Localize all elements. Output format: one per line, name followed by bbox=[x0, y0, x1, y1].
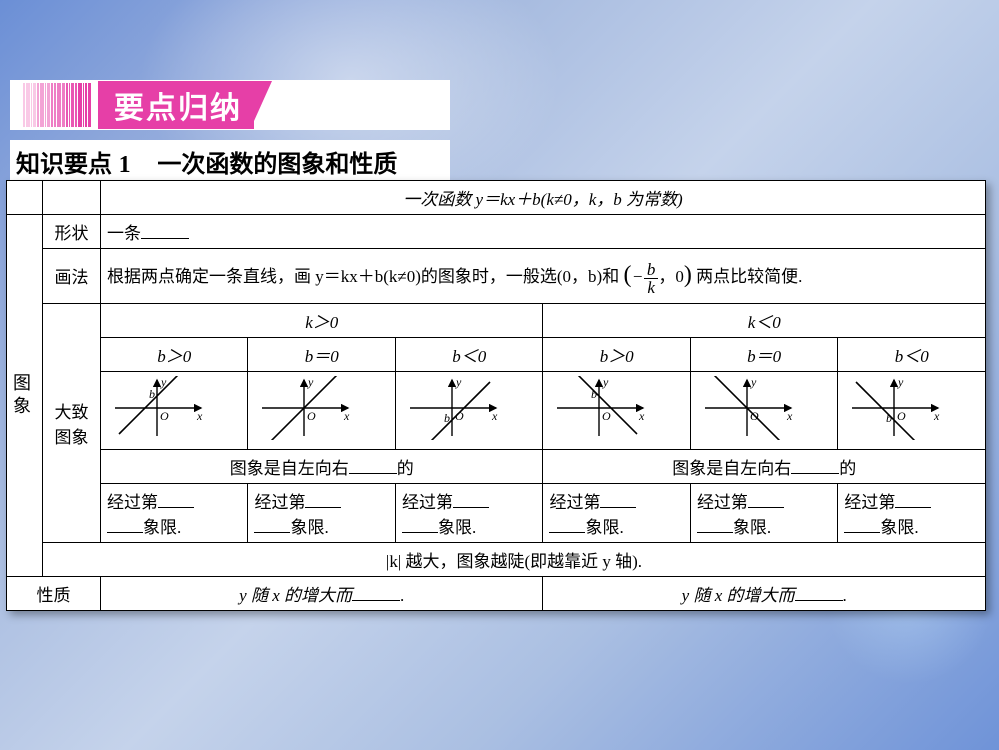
b-neg-2: b＜0 bbox=[838, 337, 986, 371]
b-neg-1: b＜0 bbox=[395, 337, 542, 371]
b-pos-1: b＞0 bbox=[101, 337, 248, 371]
draw-cell: 根据两点确定一条直线，画 y＝kx＋b(k≠0)的图象时，一般选(0，b)和 (… bbox=[101, 249, 986, 304]
content-frame: 一次函数 y＝kx＋b(k≠0，k，b 为常数) 图象 形状 一条 画法 根据两… bbox=[6, 180, 986, 611]
section-heading: 知识要点 1 一次函数的图象和性质 bbox=[10, 140, 450, 183]
b-zero-1: b＝0 bbox=[248, 337, 395, 371]
b-pos-2: b＞0 bbox=[543, 337, 690, 371]
heading-number: 1 bbox=[119, 152, 131, 178]
svg-text:O: O bbox=[307, 409, 316, 423]
svg-text:x: x bbox=[491, 409, 498, 423]
svg-text:y: y bbox=[307, 376, 314, 389]
row-group-image: 图象 bbox=[7, 215, 43, 577]
summary-banner: 要点归纳 bbox=[10, 80, 450, 130]
svg-text:x: x bbox=[933, 409, 940, 423]
banner-title: 要点归纳 bbox=[98, 81, 254, 129]
svg-text:x: x bbox=[786, 409, 793, 423]
quad-4: 经过第象限. bbox=[543, 483, 690, 542]
b-zero-2: b＝0 bbox=[690, 337, 837, 371]
main-table: 一次函数 y＝kx＋b(k≠0，k，b 为常数) 图象 形状 一条 画法 根据两… bbox=[6, 180, 986, 611]
svg-text:x: x bbox=[638, 409, 645, 423]
svg-text:y: y bbox=[897, 376, 904, 389]
graph-4: x y O b bbox=[543, 371, 690, 449]
abs-k-row: |k| 越大，图象越陡(即越靠近 y 轴). bbox=[43, 542, 986, 576]
heading-title: 一次函数的图象和性质 bbox=[157, 151, 397, 178]
trend-pos: 图象是自左向右的 bbox=[101, 449, 543, 483]
graph-5: x y O bbox=[690, 371, 837, 449]
k-pos: k＞0 bbox=[101, 303, 543, 337]
svg-text:x: x bbox=[196, 409, 203, 423]
top-formula: 一次函数 y＝kx＋b(k≠0，k，b 为常数) bbox=[101, 181, 986, 215]
trend-neg: 图象是自左向右的 bbox=[543, 449, 986, 483]
quad-3: 经过第象限. bbox=[395, 483, 542, 542]
approx-label: 大致图象 bbox=[43, 303, 101, 542]
prop-pos: y 随 x 的增大而. bbox=[101, 576, 543, 610]
barcode-decoration bbox=[12, 83, 92, 127]
quad-1: 经过第象限. bbox=[101, 483, 248, 542]
prop-neg: y 随 x 的增大而. bbox=[543, 576, 986, 610]
svg-text:O: O bbox=[602, 409, 611, 423]
graph-1: x y O b bbox=[101, 371, 248, 449]
graph-3: x y O b bbox=[395, 371, 542, 449]
prop-label: 性质 bbox=[7, 576, 101, 610]
shape-label: 形状 bbox=[43, 215, 101, 249]
svg-text:x: x bbox=[343, 409, 350, 423]
svg-text:O: O bbox=[160, 409, 169, 423]
svg-text:O: O bbox=[897, 409, 906, 423]
quad-5: 经过第象限. bbox=[690, 483, 837, 542]
graph-2: x y O bbox=[248, 371, 395, 449]
heading-prefix: 知识要点 bbox=[16, 151, 112, 178]
draw-label: 画法 bbox=[43, 249, 101, 304]
svg-text:y: y bbox=[750, 376, 757, 389]
quad-6: 经过第象限. bbox=[838, 483, 986, 542]
svg-text:y: y bbox=[455, 376, 462, 389]
graph-6: x y O b bbox=[838, 371, 986, 449]
quad-2: 经过第象限. bbox=[248, 483, 395, 542]
imglabel-text: 图象 bbox=[13, 373, 31, 416]
shape-cell: 一条 bbox=[101, 215, 986, 249]
svg-text:y: y bbox=[602, 376, 609, 389]
k-neg: k＜0 bbox=[543, 303, 986, 337]
